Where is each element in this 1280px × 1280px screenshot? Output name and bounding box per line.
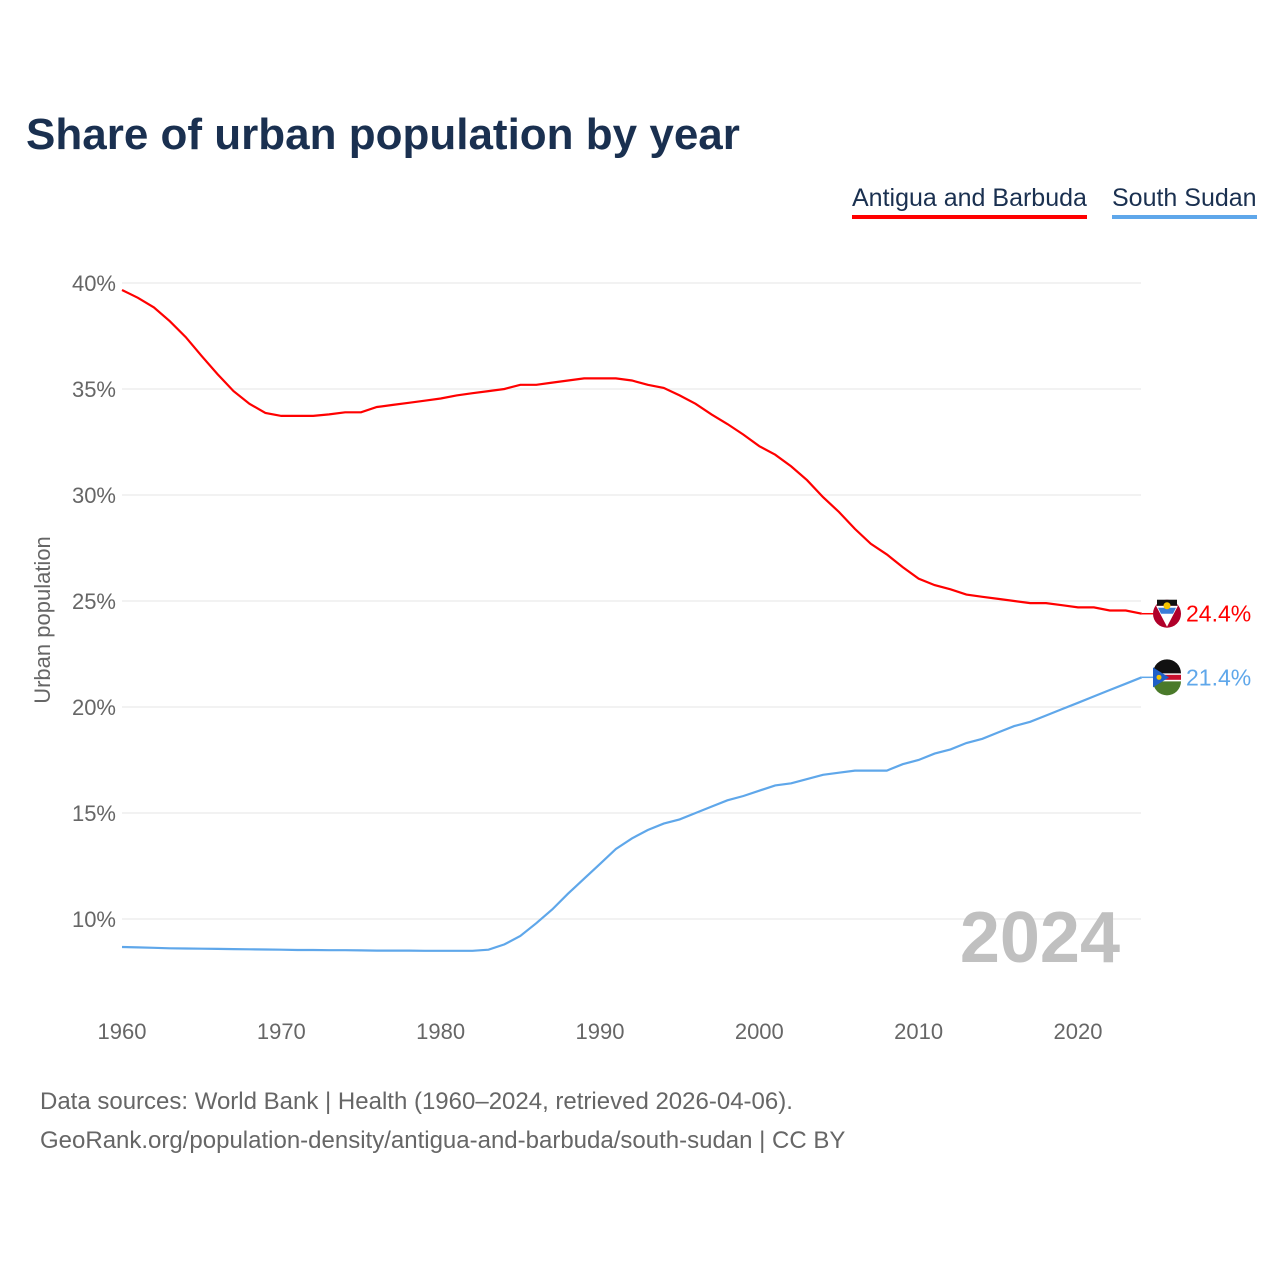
flag-detail [1156,674,1162,680]
y-tick-label: 30% [72,483,116,508]
x-tick-label: 1960 [98,1019,147,1044]
end-value-label: 24.4% [1186,601,1251,627]
series-line-1 [121,676,1143,952]
legend-antigua-and-barbuda[interactable]: Antigua and Barbuda [852,184,1087,219]
flag-detail [1163,602,1171,610]
x-tick-label: 1970 [257,1019,306,1044]
x-tick-label: 2010 [894,1019,943,1044]
flag-detail [1158,607,1176,614]
source-url: GeoRank.org/population-density/antigua-a… [40,1127,846,1154]
x-tick-label: 1980 [416,1019,465,1044]
end-value-label: 21.4% [1186,664,1251,690]
y-tick-label: 40% [72,271,116,296]
flag-detail [1153,681,1181,696]
y-tick-label: 35% [72,377,116,402]
flag-detail [1153,659,1181,674]
year-watermark: 2024 [960,898,1120,978]
y-tick-label: 15% [72,801,116,826]
series-line-0 [121,289,1142,615]
x-tick-label: 2020 [1053,1019,1102,1044]
chart-title: Share of urban population by year [26,110,740,159]
y-axis-label: Urban population [30,536,55,704]
source-line: Data sources: World Bank | Health (1960–… [40,1088,793,1115]
y-tick-label: 25% [72,589,116,614]
legend-south-sudan[interactable]: South Sudan [1112,184,1257,219]
y-tick-label: 10% [72,907,116,932]
y-tick-label: 20% [72,695,116,720]
x-tick-label: 2000 [735,1019,784,1044]
x-tick-label: 1990 [576,1019,625,1044]
